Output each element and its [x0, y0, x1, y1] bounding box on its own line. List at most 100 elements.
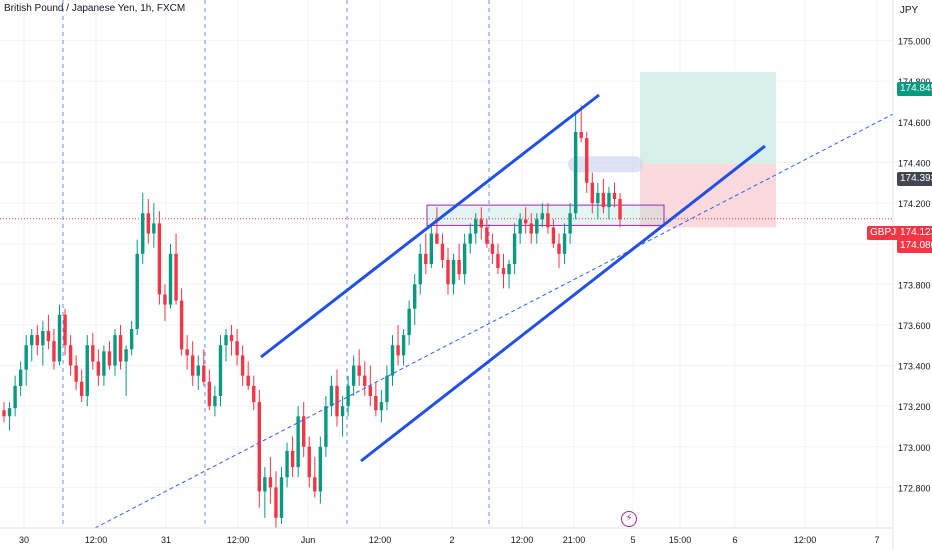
candle-body	[379, 402, 384, 411]
candle-body	[435, 233, 439, 244]
candle-body	[174, 253, 178, 301]
candle-body	[401, 335, 406, 356]
candle-body	[80, 381, 84, 396]
candle-body	[501, 268, 506, 275]
candle-body	[612, 192, 617, 200]
candle-body	[268, 477, 273, 488]
x-tick-label: 12:00	[511, 535, 534, 545]
candle-body	[607, 192, 611, 208]
lightning-icon[interactable]: ⚡	[621, 511, 637, 527]
candle-body	[329, 385, 334, 407]
candle-body	[440, 243, 445, 260]
y-tick-label: 173.400	[898, 362, 931, 372]
candle-body	[540, 213, 545, 220]
take-profit-zone	[640, 72, 776, 164]
candle-body	[91, 345, 95, 362]
candle-body	[601, 192, 606, 208]
candle-body	[290, 450, 295, 468]
candle-body	[585, 138, 589, 183]
y-tick-label: 173.200	[898, 402, 931, 412]
candle-body	[246, 375, 250, 386]
candle-body	[451, 259, 456, 285]
candle-body	[579, 132, 583, 139]
candle-body	[335, 385, 339, 417]
x-tick-label: 6	[732, 535, 737, 545]
candle-body	[135, 253, 139, 329]
candle-body	[363, 375, 367, 386]
candle-body	[185, 349, 189, 356]
candle-body	[518, 219, 522, 234]
candle-body	[2, 410, 6, 417]
candle-body	[307, 446, 311, 478]
candle-body	[96, 361, 101, 376]
candle-body	[496, 253, 500, 269]
candle-body	[85, 345, 89, 396]
candle-body	[168, 253, 173, 305]
candle-body	[562, 233, 567, 254]
x-tick-label: 12:00	[85, 535, 108, 545]
y-tick-label: 174.400	[898, 158, 931, 168]
candle-body	[163, 294, 167, 305]
candle-body	[202, 365, 206, 382]
x-tick-label: 12:00	[227, 535, 250, 545]
y-axis-unit: JPY	[900, 5, 919, 16]
candle-body	[179, 300, 184, 350]
candle-body	[468, 233, 472, 244]
candle-body	[374, 396, 378, 411]
candle-body	[141, 213, 145, 254]
candle-body	[30, 335, 34, 346]
y-tick-label: 173.800	[898, 280, 931, 290]
dashed-trendline	[94, 112, 896, 529]
stop-loss-zone	[640, 163, 776, 228]
candle-body	[35, 335, 39, 346]
candle-body	[235, 341, 239, 356]
candle-body	[424, 253, 428, 264]
candle-body	[368, 385, 372, 396]
x-tick-label: Jun	[301, 535, 316, 545]
last-price-tag: 174.123	[897, 226, 932, 240]
candle-body	[573, 132, 578, 214]
candle-body	[252, 385, 256, 403]
candle-body	[396, 345, 400, 356]
take-profit-price-tag: 174.845	[897, 82, 932, 96]
highlight-zone	[568, 156, 643, 173]
candle-body	[296, 416, 300, 468]
candle-body	[207, 381, 212, 407]
candle-body	[618, 199, 622, 220]
candle-body	[512, 233, 517, 264]
candle-body	[596, 192, 600, 204]
candle-body	[157, 223, 162, 295]
candle-body	[568, 213, 572, 234]
candle-body	[446, 259, 450, 285]
candle-body	[57, 314, 62, 362]
candle-body	[240, 355, 245, 376]
candle-body	[590, 182, 594, 204]
candle-body	[18, 369, 23, 386]
x-tick-label: 21:00	[563, 535, 586, 545]
candle-body	[557, 243, 561, 254]
chart-title: British Pound / Japanese Yen, 1h, FXCM	[4, 3, 186, 14]
candle-body	[507, 264, 511, 275]
candle-body	[46, 331, 51, 342]
candle-body	[529, 223, 533, 234]
y-tick-label: 174.600	[898, 118, 931, 128]
candle-body	[257, 402, 261, 492]
channel-lower-line	[360, 144, 766, 463]
candle-body	[485, 227, 489, 244]
candle-body	[385, 375, 389, 403]
candle-body	[346, 385, 350, 407]
candle-body	[457, 259, 461, 275]
x-tick-label: 12:00	[369, 535, 392, 545]
candle-body	[429, 233, 434, 264]
candle-body	[63, 314, 67, 346]
candle-body	[279, 477, 284, 518]
candle-body	[146, 213, 150, 234]
y-tick-label: 172.800	[898, 483, 931, 493]
candle-body	[462, 243, 467, 275]
candle-body	[74, 365, 78, 382]
candle-body	[390, 345, 395, 376]
y-tick-label: 173.600	[898, 321, 931, 331]
candle-body	[129, 328, 134, 350]
x-tick-label: 15:00	[669, 535, 692, 545]
